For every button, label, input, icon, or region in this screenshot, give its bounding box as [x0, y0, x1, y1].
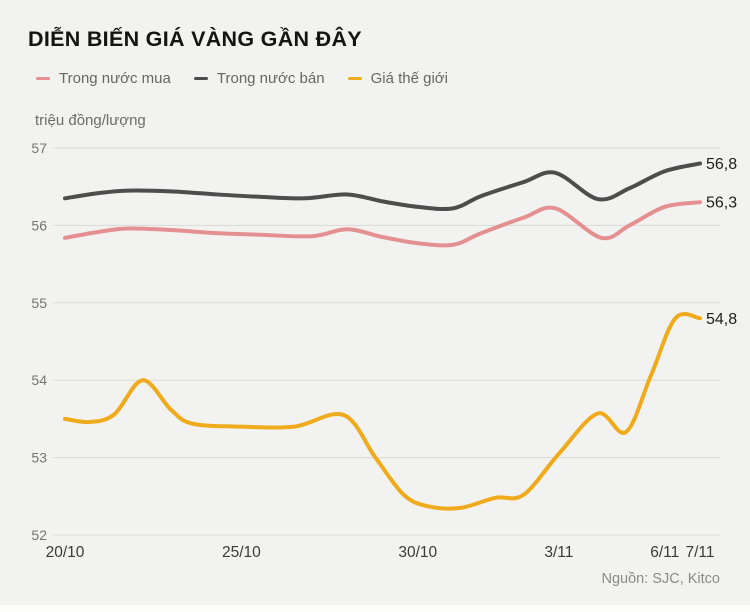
legend-label: Giá thế giới: [370, 70, 448, 87]
legend-label: Trong nước bán: [216, 70, 325, 87]
x-tick-label-3/11: 3/11: [544, 544, 573, 561]
chart-legend: Trong nước mua Trong nước bán Giá thế giới: [36, 70, 448, 87]
y-tick-label-55: 55: [31, 295, 47, 311]
legend-label: Trong nước mua: [59, 70, 171, 87]
series-end-label-trong-nước-bán: 56,8: [706, 156, 737, 173]
legend-swatch-icon: [193, 76, 208, 81]
legend-item-1: Trong nước bán: [193, 70, 325, 87]
x-tick-label-25/10: 25/10: [222, 544, 261, 561]
y-tick-label-57: 57: [31, 140, 47, 156]
series-line-trong-nước-bán: [63, 161, 702, 212]
page-bottom-strip: [0, 605, 750, 612]
x-tick-label-7/11: 7/11: [685, 544, 714, 561]
y-axis-unit-label: triệu đồng/lượng: [35, 112, 146, 129]
legend-swatch-icon: [36, 76, 50, 81]
series-end-label-trong-nước-mua: 56,3: [706, 195, 737, 212]
series-end-label-giá-thế-giới: 54,8: [706, 311, 737, 328]
series-line-giá-thế-giới: [63, 312, 702, 511]
x-tick-label-6/11: 6/11: [650, 544, 679, 561]
y-tick-label-56: 56: [31, 217, 47, 233]
y-tick-label-54: 54: [31, 372, 47, 388]
y-tick-label-52: 52: [31, 527, 47, 543]
source-credit: Nguồn: SJC, Kitco: [601, 571, 720, 587]
legend-swatch-icon: [347, 76, 362, 81]
chart-title: DIỄN BIẾN GIÁ VÀNG GẦN ĐÂY: [28, 27, 362, 51]
legend-item-0: Trong nước mua: [36, 70, 171, 87]
x-tick-label-30/10: 30/10: [398, 544, 437, 561]
series-line-trong-nước-mua: [63, 200, 702, 248]
x-tick-label-20/10: 20/10: [46, 544, 85, 561]
y-tick-label-53: 53: [31, 450, 47, 466]
legend-item-2: Giá thế giới: [347, 70, 448, 87]
